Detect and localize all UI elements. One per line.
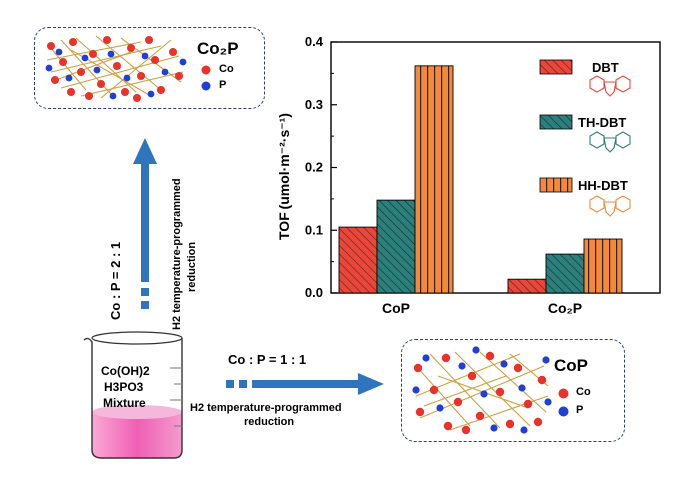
legend-label-dbt: DBT <box>592 60 619 75</box>
y-tick-label: 0.3 <box>305 97 323 112</box>
vertical-process-line2: reduction <box>186 242 198 292</box>
horizontal-process-line1: H2 temperature-programmed <box>190 402 342 414</box>
co-legend-dot <box>201 65 211 75</box>
x-category-label: CoP <box>382 300 410 316</box>
y-tick-label: 0.1 <box>305 222 323 237</box>
cop-p-legend-dot <box>558 406 569 417</box>
bar-hhdbt-cop <box>414 65 454 294</box>
beaker <box>83 331 183 459</box>
cop-co-legend-dot <box>558 388 569 399</box>
co-legend-label: Co <box>219 63 234 75</box>
bar-dbt-cop <box>338 226 378 294</box>
chart-legend: DBT TH-DBT HH-DBT <box>539 59 631 217</box>
legend-swatch-dbt <box>539 59 573 75</box>
vertical-ratio-text: Co : P = 2 : 1 <box>108 242 123 320</box>
co2p-label: Co₂P <box>197 39 239 58</box>
y-tick-label: 0.0 <box>305 285 323 300</box>
p-legend-label: P <box>219 79 227 91</box>
horizontal-ratio-text: Co : P = 1 : 1 <box>228 352 307 367</box>
y-tick-label: 0.2 <box>305 160 323 175</box>
co2p-crystal-structure <box>45 35 187 102</box>
horizontal-arrow <box>226 373 384 395</box>
cop-crystal-structure <box>412 346 552 434</box>
legend-label-hhdbt: HH-DBT <box>578 178 628 193</box>
hhdbt-molecule-icon <box>589 195 631 217</box>
co2p-structure-box: Co₂P Co P <box>34 27 265 109</box>
y-axis-label: TOF (umol·m⁻²·s⁻¹) <box>276 113 292 240</box>
bar-dbt-co2p <box>507 278 547 294</box>
cop-label: CoP <box>554 356 588 375</box>
beaker-text-3: Mixture <box>103 396 146 410</box>
beaker-text-1: Co(OH)2 <box>101 364 150 378</box>
y-tick-label: 0.4 <box>305 34 324 49</box>
legend-swatch-hhdbt <box>539 177 573 193</box>
cop-structure-box: CoP Co P <box>401 339 625 442</box>
beaker-text-2: H3PO3 <box>104 380 144 394</box>
tof-bar-chart: TOF (umol·m⁻²·s⁻¹) 0.0 0.1 0.2 0.3 0.4 CoP Co… <box>276 34 661 316</box>
vertical-process-line1: H2 temperature-programmed <box>171 178 183 330</box>
horizontal-process-line2: reduction <box>244 416 295 428</box>
legend-swatch-thdbt <box>539 114 573 130</box>
bar-thdbt-co2p <box>545 253 585 294</box>
p-legend-dot <box>201 81 211 91</box>
legend-label-thdbt: TH-DBT <box>578 115 626 130</box>
thdbt-molecule-icon <box>589 131 631 153</box>
dbt-molecule-icon <box>589 75 631 97</box>
bar-hhdbt-co2p <box>583 238 623 294</box>
vertical-route-labels: Co : P = 2 : 1 H2 temperature-programmed… <box>108 178 198 330</box>
bar-thdbt-cop <box>376 199 416 294</box>
cop-p-legend-label: P <box>576 404 584 416</box>
cop-co-legend-label: Co <box>576 386 591 398</box>
x-category-label: Co₂P <box>548 300 582 316</box>
vertical-arrow <box>133 138 157 309</box>
